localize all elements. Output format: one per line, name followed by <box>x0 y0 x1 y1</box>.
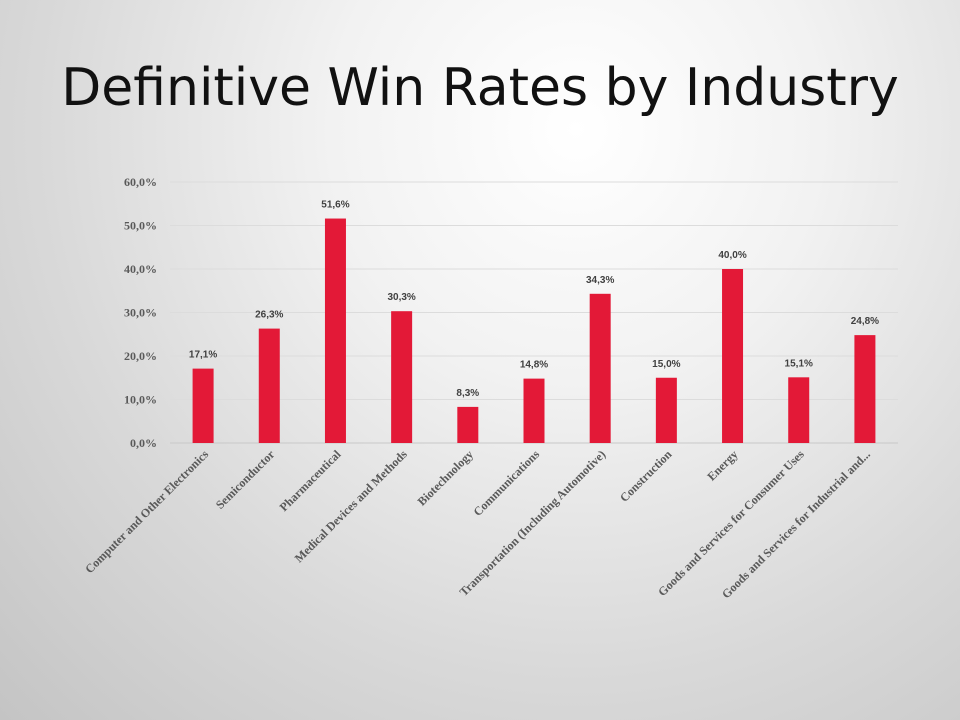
category-label: Energy <box>704 447 740 483</box>
y-tick-label: 40,0% <box>124 262 157 276</box>
category-label: Goods and Services for Consumer Uses <box>655 447 807 599</box>
category-label: Computer and Other Electronics <box>82 447 211 576</box>
data-label: 14,8% <box>520 360 548 371</box>
y-tick-label: 50,0% <box>124 219 157 233</box>
category-label: Biotechnology <box>415 447 476 508</box>
y-tick-label: 20,0% <box>124 349 157 363</box>
data-label: 15,1% <box>785 358 813 369</box>
bar <box>192 368 214 443</box>
category-label: Construction <box>617 447 675 505</box>
bar <box>258 328 280 443</box>
bar <box>589 293 611 443</box>
slide-title: Definitive Win Rates by Industry <box>61 58 899 118</box>
category-label: Semiconductor <box>213 447 278 512</box>
data-label: 51,6% <box>321 200 349 211</box>
data-label: 17,1% <box>189 350 217 361</box>
data-label: 34,3% <box>586 275 614 286</box>
data-label: 40,0% <box>718 250 746 261</box>
bar <box>523 378 545 443</box>
bar <box>722 269 744 443</box>
bar <box>457 406 479 443</box>
data-label: 24,8% <box>851 316 879 327</box>
data-label: 26,3% <box>255 310 283 321</box>
data-label: 15,0% <box>652 359 680 370</box>
bar <box>391 311 413 443</box>
y-tick-label: 60,0% <box>124 175 157 189</box>
category-label: Transportation (Including Automotive) <box>457 447 609 599</box>
bar <box>788 377 810 443</box>
category-label: Medical Devices and Methods <box>292 447 410 565</box>
data-label: 30,3% <box>387 292 415 303</box>
y-tick-label: 30,0% <box>124 306 157 320</box>
bar <box>655 377 677 443</box>
data-label: 8,3% <box>456 388 479 399</box>
bar <box>854 335 876 443</box>
category-label: Communications <box>470 447 542 519</box>
category-label: Pharmaceutical <box>277 447 344 514</box>
y-tick-label: 10,0% <box>124 393 157 407</box>
bar <box>324 218 346 443</box>
category-label: Goods and Services for Industrial and... <box>719 447 873 601</box>
y-tick-label: 0,0% <box>130 436 157 450</box>
